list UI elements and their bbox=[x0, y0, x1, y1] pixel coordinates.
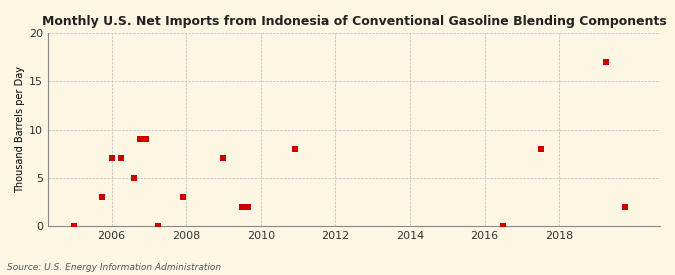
Text: Source: U.S. Energy Information Administration: Source: U.S. Energy Information Administ… bbox=[7, 263, 221, 272]
Point bbox=[601, 60, 612, 64]
Point bbox=[237, 204, 248, 209]
Point bbox=[218, 156, 229, 161]
Point bbox=[619, 204, 630, 209]
Point bbox=[243, 204, 254, 209]
Y-axis label: Thousand Barrels per Day: Thousand Barrels per Day bbox=[15, 66, 25, 193]
Point bbox=[498, 224, 509, 228]
Point bbox=[128, 175, 139, 180]
Point bbox=[290, 147, 300, 151]
Point bbox=[140, 137, 151, 141]
Point bbox=[134, 137, 145, 141]
Title: Monthly U.S. Net Imports from Indonesia of Conventional Gasoline Blending Compon: Monthly U.S. Net Imports from Indonesia … bbox=[42, 15, 666, 28]
Point bbox=[115, 156, 126, 161]
Point bbox=[178, 195, 188, 199]
Point bbox=[106, 156, 117, 161]
Point bbox=[535, 147, 546, 151]
Point bbox=[153, 224, 163, 228]
Point bbox=[69, 224, 80, 228]
Point bbox=[97, 195, 107, 199]
